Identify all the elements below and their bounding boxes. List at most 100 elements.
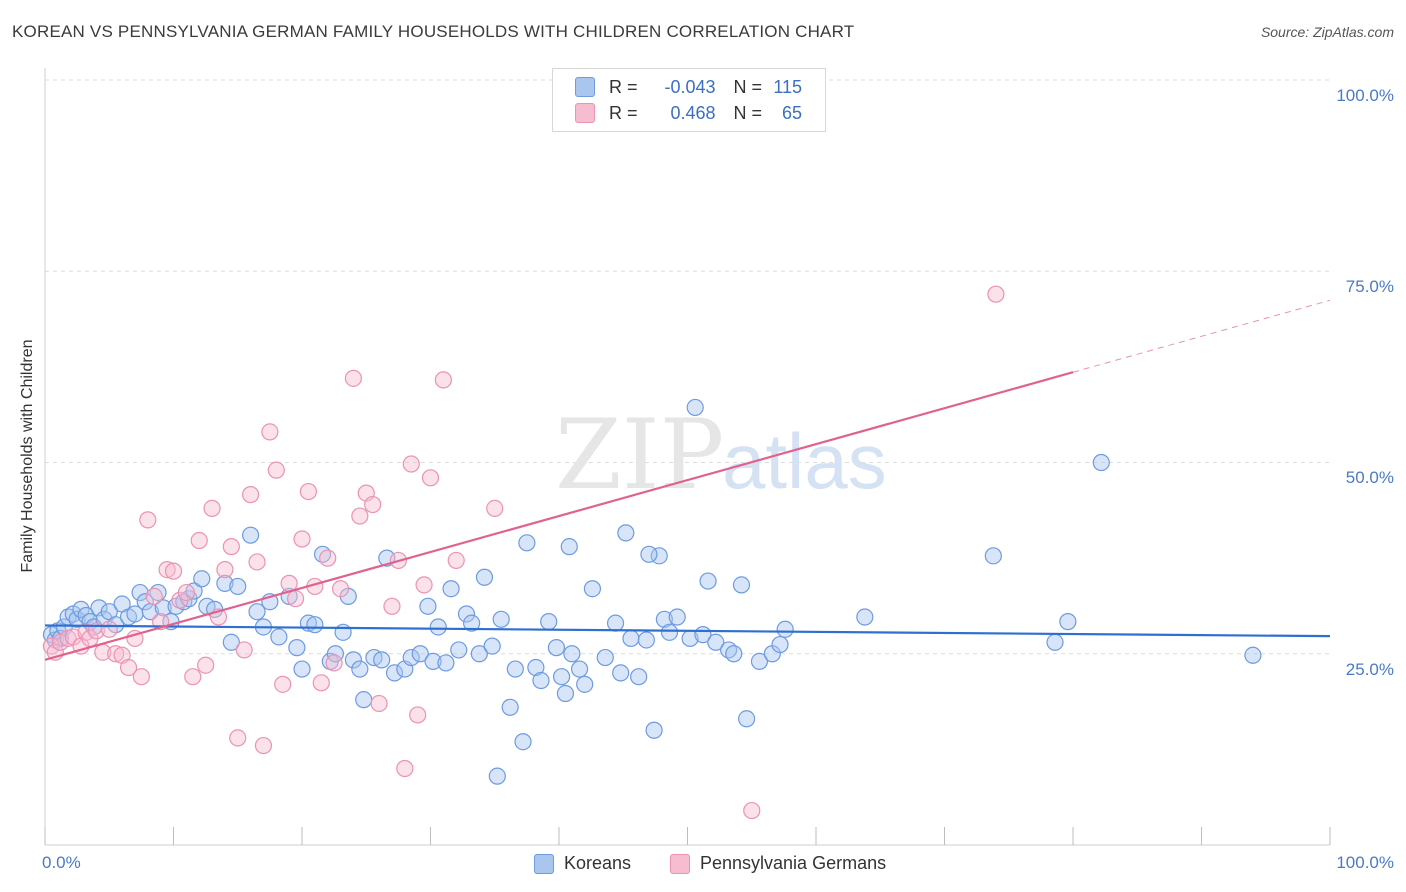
korean-point [606, 614, 625, 632]
korean-point [442, 580, 460, 598]
german-point [254, 736, 273, 755]
korean-point [242, 526, 260, 544]
korean-point [856, 608, 874, 626]
german-point [434, 371, 452, 389]
korean-point [270, 628, 288, 646]
korean-point [475, 568, 494, 586]
korean-point [419, 597, 437, 615]
korean-point [686, 398, 704, 417]
german-point [100, 620, 118, 638]
korean-point [437, 654, 455, 672]
german-point [344, 369, 362, 387]
korean-point [424, 652, 442, 671]
korean-r-value: -0.043 [664, 76, 716, 97]
german-point [402, 455, 420, 473]
german-trend-line [44, 371, 1074, 661]
legend-item-pa-germans[interactable]: Pennsylvania Germans [670, 853, 886, 874]
korean-point [617, 524, 635, 542]
korean-point [216, 574, 234, 592]
korean-point [518, 534, 536, 552]
german-point [383, 597, 401, 615]
korean-point [450, 641, 468, 659]
korean-point [660, 623, 679, 641]
german-point [370, 694, 388, 713]
korean-point [560, 538, 578, 556]
korean-point [402, 648, 420, 667]
korean-point [492, 610, 510, 628]
korean-point [707, 633, 725, 651]
legend-row-koreans: R = -0.043 N = 115 [575, 75, 802, 99]
german-point [145, 587, 163, 605]
german-point [415, 576, 433, 594]
korean-point [570, 660, 589, 678]
x-tick-100: 100.0% [1336, 853, 1394, 872]
korean-point [457, 605, 476, 623]
chart-title: KOREAN VS PENNSYLVANIA GERMAN FAMILY HOU… [12, 22, 855, 41]
german-point [158, 560, 176, 579]
korean-points [42, 398, 1262, 785]
german-point [164, 562, 183, 580]
german-point [743, 801, 761, 820]
korean-n-value: 115 [773, 76, 803, 97]
korean-point [776, 620, 794, 638]
korean-point [540, 613, 558, 631]
korean-point [576, 675, 594, 693]
y-tick-100: 100.0% [1336, 86, 1394, 105]
korean-swatch [575, 77, 595, 97]
german-point [486, 499, 504, 517]
korean-point [583, 580, 602, 598]
korean-point [68, 610, 86, 628]
german-point [235, 641, 253, 659]
german-point [107, 645, 125, 663]
korean-point [556, 684, 575, 703]
korean-point [470, 645, 488, 663]
german-point [222, 538, 240, 556]
german-point [242, 486, 260, 504]
korean-point [136, 593, 154, 611]
legend-pa-germans-label: Pennsylvania Germans [700, 853, 887, 873]
grid-lines [45, 79, 1330, 655]
korean-point [355, 691, 373, 709]
german-point [421, 469, 440, 487]
korean-point [463, 614, 481, 632]
series-legend: Koreans Pennsylvania Germans [0, 853, 1406, 877]
y-tick-25: 25.0% [1345, 660, 1394, 679]
watermark: ZIP atlas [555, 399, 887, 511]
german-point [987, 285, 1005, 303]
german-point [190, 531, 208, 550]
korean-point [984, 547, 1002, 565]
x-tick-0: 0.0% [42, 853, 81, 872]
german-point [132, 668, 150, 686]
legend-koreans-label: Koreans [564, 853, 632, 873]
korean-point [622, 629, 640, 648]
y-tick-50: 50.0% [1345, 468, 1394, 487]
y-axis-label: Family Households with Children [19, 339, 36, 573]
german-point [177, 583, 195, 602]
korean-point [288, 639, 306, 657]
german-point [203, 499, 221, 517]
german-r-value: 0.468 [670, 102, 716, 123]
legend-item-koreans[interactable]: Koreans [534, 853, 631, 874]
korean-point [771, 635, 789, 654]
n-label: N = [733, 76, 763, 97]
korean-point [532, 671, 550, 690]
german-point [274, 675, 292, 693]
korean-point [248, 603, 266, 621]
german-point [286, 590, 305, 608]
trend-lines [44, 299, 1331, 661]
korean-point [373, 651, 391, 669]
korean-point [563, 645, 581, 663]
german-point [319, 549, 337, 567]
legend-row-pa-germans: R = 0.468 N = 65 [575, 101, 802, 125]
korean-point [699, 572, 717, 590]
korean-point [596, 648, 614, 667]
korean-point [154, 599, 172, 617]
source-label: Source: ZipAtlas.com [1260, 24, 1394, 40]
korean-point [1092, 453, 1110, 472]
german-point [248, 553, 266, 571]
german-point [409, 706, 427, 724]
korean-point [351, 660, 369, 678]
korean-point [229, 577, 247, 596]
stats-legend: R = -0.043 N = 115 R = 0.468 N = 65 [552, 68, 826, 132]
r-label: R = [609, 102, 638, 123]
